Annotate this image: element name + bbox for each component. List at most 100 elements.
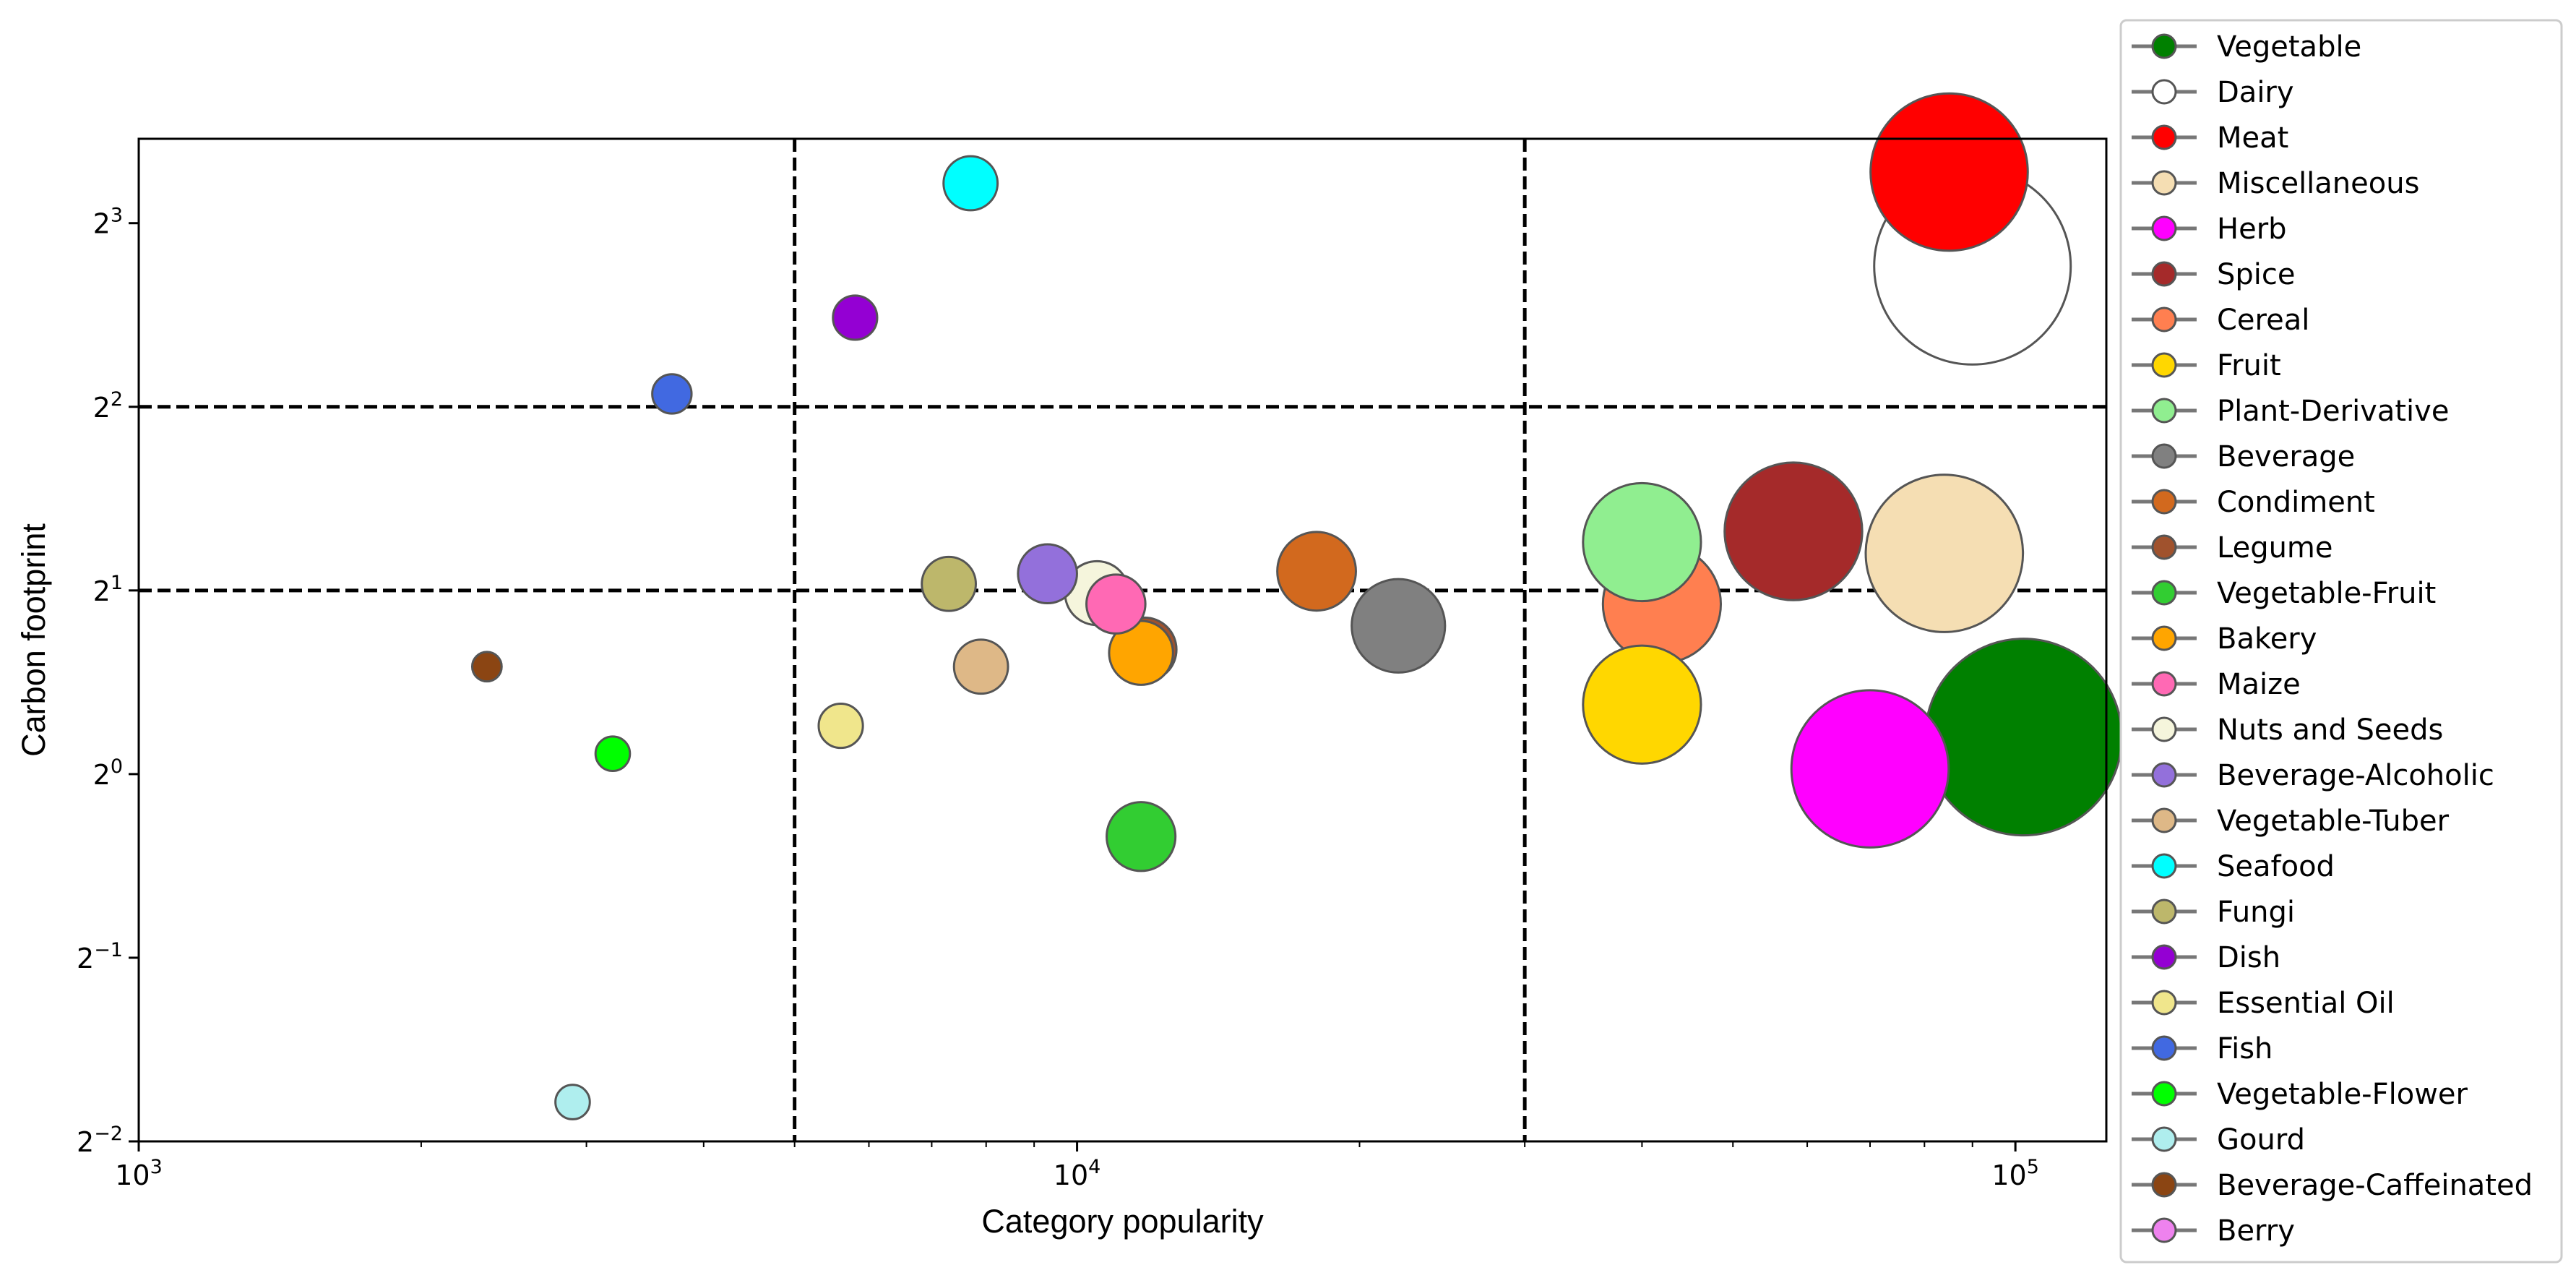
- legend-label: Beverage: [2217, 440, 2355, 473]
- y-tick-label: 2−1: [77, 939, 123, 974]
- legend-marker: [2151, 443, 2177, 469]
- legend-label: Beverage-Alcoholic: [2217, 759, 2494, 792]
- legend-label: Meat: [2217, 121, 2288, 155]
- legend-entry: Nuts and Seeds: [2132, 713, 2443, 747]
- legend-label: Gourd: [2217, 1123, 2305, 1157]
- legend-entry: Beverage: [2132, 440, 2355, 473]
- data-point: [1085, 573, 1147, 635]
- legend-marker: [2151, 352, 2177, 378]
- data-point: [1864, 473, 2025, 633]
- data-point: [1582, 481, 1702, 603]
- legend-entry: Essential Oil: [2132, 987, 2395, 1020]
- y-tick-label: 22: [93, 388, 123, 424]
- legend-marker: [2151, 215, 2177, 241]
- legend-marker: [2151, 580, 2177, 606]
- data-point: [1276, 531, 1357, 612]
- legend-entry: Legume: [2132, 531, 2333, 565]
- legend-entry: Plant-Derivative: [2132, 395, 2449, 428]
- legend-label: Bakery: [2217, 622, 2317, 656]
- data-point: [817, 702, 864, 750]
- legend-entry: Fungi: [2132, 896, 2295, 929]
- legend-label: Beverage-Caffeinated: [2217, 1169, 2533, 1202]
- data-point: [832, 294, 879, 341]
- legend-marker: [2151, 762, 2177, 788]
- legend-label: Miscellaneous: [2217, 167, 2419, 200]
- y-axis-label: Carbon footprint: [15, 523, 52, 757]
- x-tick-label: 105: [1991, 1156, 2039, 1191]
- legend-marker: [2151, 899, 2177, 925]
- legend-marker: [2151, 1081, 2177, 1107]
- legend-entry: Fish: [2132, 1032, 2273, 1065]
- legend-label: Fungi: [2217, 896, 2295, 929]
- legend-marker: [2151, 1035, 2177, 1061]
- legend-marker: [2151, 990, 2177, 1016]
- data-point: [1017, 543, 1078, 605]
- data-point: [1924, 638, 2123, 837]
- legend-entry: Vegetable: [2132, 30, 2361, 64]
- legend-entry: Dairy: [2132, 76, 2294, 109]
- legend-label: Plant-Derivative: [2217, 395, 2449, 428]
- legend-marker: [2151, 306, 2177, 333]
- legend-marker: [2151, 489, 2177, 515]
- legend-marker: [2151, 79, 2177, 105]
- legend-entry: Spice: [2132, 258, 2296, 291]
- legend-label: Fruit: [2217, 349, 2281, 382]
- data-point: [1106, 801, 1177, 872]
- data-point: [594, 735, 632, 772]
- legend-entry: Maize: [2132, 668, 2301, 701]
- data-point: [554, 1084, 591, 1120]
- legend-marker: [2151, 944, 2177, 970]
- legend-label: Vegetable-Fruit: [2217, 577, 2436, 610]
- legend-entry: Dish: [2132, 941, 2280, 974]
- legend-entry: Vegetable-Fruit: [2132, 577, 2436, 610]
- legend-label: Essential Oil: [2217, 987, 2395, 1020]
- plot-frame: [137, 137, 2108, 1143]
- legend-entry: Berry: [2132, 1214, 2295, 1248]
- legend-marker: [2151, 33, 2177, 59]
- legend-marker: [2151, 1172, 2177, 1198]
- legend-label: Vegetable: [2217, 30, 2361, 64]
- x-tick-label: 104: [1054, 1156, 1101, 1191]
- legend-marker: [2151, 534, 2177, 560]
- data-point: [942, 155, 999, 212]
- data-point: [952, 638, 1009, 695]
- legend-marker: [2151, 1126, 2177, 1152]
- legend-label: Nuts and Seeds: [2217, 713, 2443, 747]
- legend-marker: [2151, 261, 2177, 287]
- plot-area: [139, 92, 2123, 1141]
- y-tick-label: 23: [93, 205, 123, 240]
- data-point: [1582, 644, 1702, 765]
- legend-entry: Bakery: [2132, 622, 2317, 656]
- data-point: [921, 555, 977, 612]
- legend-marker: [2151, 853, 2177, 879]
- data-point: [1351, 578, 1447, 674]
- data-point: [651, 373, 693, 415]
- legend-marker: [2151, 1217, 2177, 1243]
- data-point: [1723, 461, 1864, 601]
- legend-entry: Meat: [2132, 121, 2288, 155]
- legend-label: Fish: [2217, 1032, 2273, 1065]
- legend-label: Condiment: [2217, 486, 2375, 519]
- legend-marker: [2151, 398, 2177, 424]
- legend-entry: Vegetable-Flower: [2132, 1078, 2468, 1111]
- legend-label: Spice: [2217, 258, 2296, 291]
- legend: Vegetable Dairy Meat Miscellaneous Herb Spice…: [2119, 19, 2563, 1264]
- legend-label: Vegetable-Flower: [2217, 1078, 2468, 1111]
- legend-marker: [2151, 671, 2177, 697]
- legend-label: Herb: [2217, 213, 2287, 246]
- axes: 103 104 105 2−2 2−1 20 21 22 23: [77, 137, 2108, 1191]
- x-tick-label: 103: [115, 1156, 163, 1191]
- legend-label: Seafood: [2217, 850, 2335, 883]
- legend-marker: [2151, 170, 2177, 196]
- legend-entry: Herb: [2132, 213, 2287, 246]
- legend-marker: [2151, 716, 2177, 742]
- legend-entry: Condiment: [2132, 486, 2375, 519]
- legend-label: Vegetable-Tuber: [2217, 805, 2450, 838]
- legend-marker: [2151, 124, 2177, 150]
- legend-label: Berry: [2217, 1214, 2295, 1248]
- legend-label: Legume: [2217, 531, 2333, 565]
- legend-entry: Beverage-Caffeinated: [2132, 1169, 2533, 1202]
- legend-label: Maize: [2217, 668, 2301, 701]
- legend-label: Dairy: [2217, 76, 2294, 109]
